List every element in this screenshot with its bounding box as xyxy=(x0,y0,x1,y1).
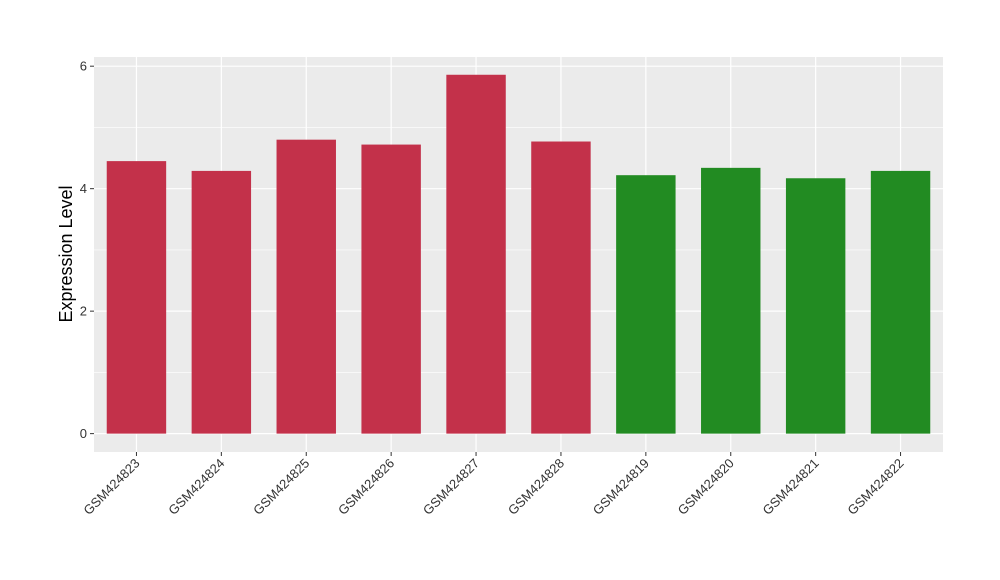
x-axis: GSM424823 GSM424824 GSM424825 GSM424826 GSM4… xyxy=(80,452,907,518)
bar xyxy=(106,161,167,434)
bars xyxy=(106,74,931,434)
x-tick-label: GSM424821 xyxy=(760,456,822,518)
y-tick-label: 6 xyxy=(80,59,87,74)
bar xyxy=(276,139,336,434)
x-tick-label: GSM424822 xyxy=(844,456,906,518)
x-tick-label: GSM424827 xyxy=(420,456,482,518)
bar xyxy=(616,175,676,434)
x-tick-label: GSM424820 xyxy=(675,456,737,518)
y-tick-label: 2 xyxy=(80,304,87,319)
y-axis-title: Expression Level xyxy=(56,185,76,322)
bar xyxy=(785,178,846,434)
bar xyxy=(361,144,421,434)
bar xyxy=(870,170,931,434)
x-tick-label: GSM424824 xyxy=(165,456,227,518)
y-axis: 0 2 4 6 xyxy=(80,59,94,441)
bar xyxy=(446,74,506,434)
bar xyxy=(531,141,591,434)
y-tick-label: 0 xyxy=(80,426,87,441)
bar xyxy=(701,167,761,434)
x-tick-label: GSM424819 xyxy=(590,456,652,518)
x-tick-label: GSM424828 xyxy=(505,456,567,518)
x-tick-label: GSM424826 xyxy=(335,456,397,518)
x-tick-label: GSM424823 xyxy=(80,456,142,518)
x-tick-label: GSM424825 xyxy=(250,456,312,518)
y-tick-label: 4 xyxy=(80,181,87,196)
bar xyxy=(191,170,252,434)
